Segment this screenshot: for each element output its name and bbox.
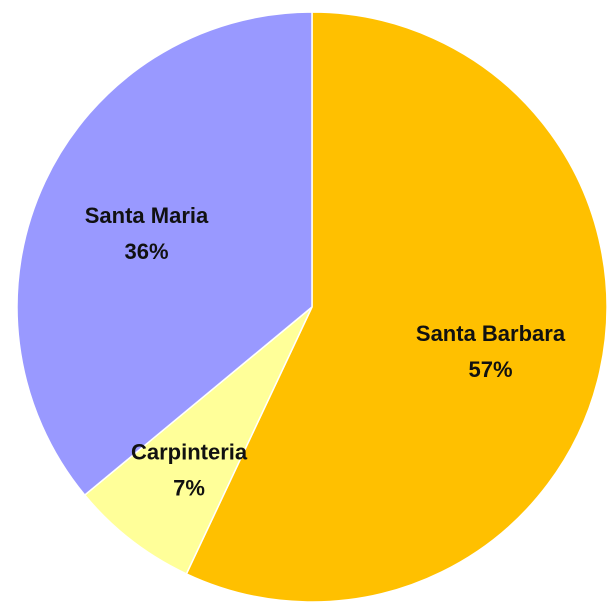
pie-slices — [16, 11, 608, 603]
slice-value-santa-maria: 36% — [124, 239, 168, 264]
pie-labels: Santa Barbara 57% Carpinteria 7% Santa Maria… — [85, 203, 566, 500]
slice-value-carpinteria: 7% — [173, 476, 205, 501]
pie-slice-santa-maria — [16, 11, 313, 497]
pie-slice-carpinteria — [83, 306, 313, 575]
slice-label-santa-barbara: Santa Barbara — [416, 321, 566, 346]
slice-value-santa-barbara: 57% — [468, 357, 512, 382]
pie-slice-santa-barbara — [185, 11, 608, 603]
slice-label-santa-maria: Santa Maria — [85, 203, 209, 228]
slice-label-carpinteria: Carpinteria — [131, 440, 248, 465]
